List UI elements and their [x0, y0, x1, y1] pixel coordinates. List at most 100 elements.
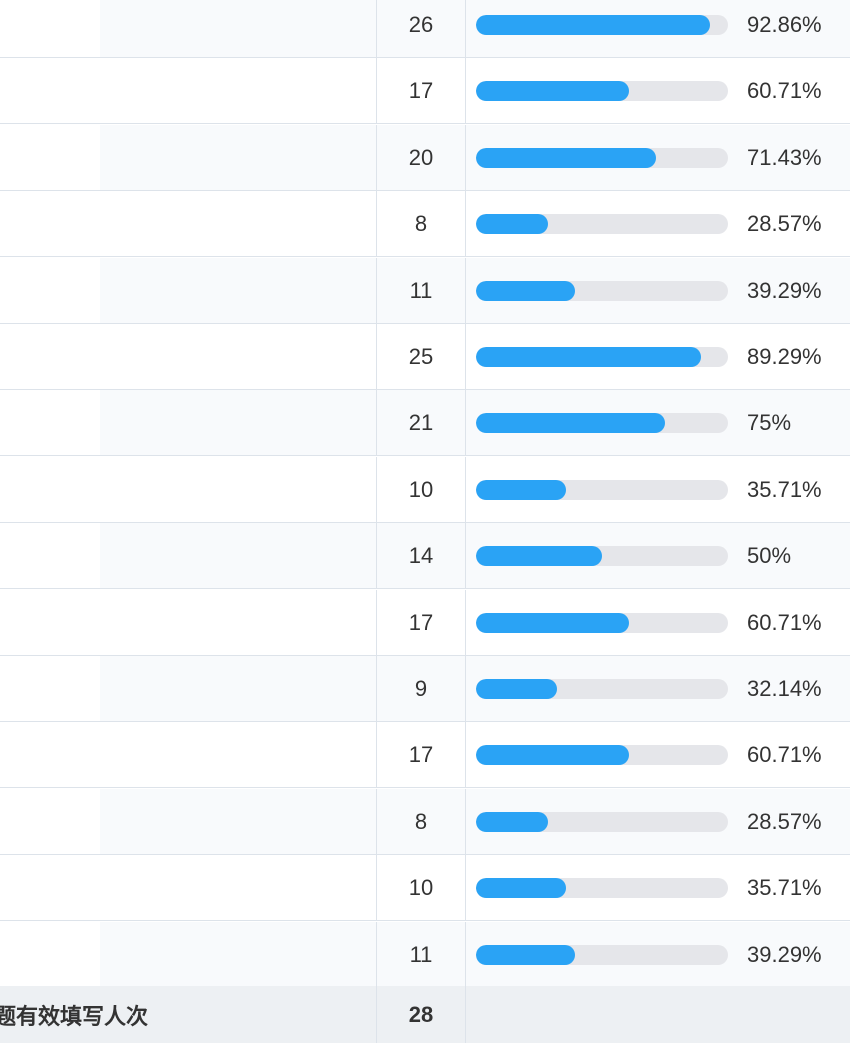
percent-label: 35.71%	[747, 476, 822, 502]
progress-bar	[476, 811, 728, 832]
count-cell: 9	[377, 656, 466, 721]
ratio-cell: 39.29%	[466, 922, 850, 987]
progress-bar-fill	[476, 412, 665, 433]
total-ratio-cell	[466, 986, 850, 1043]
option-cell	[0, 656, 377, 721]
count-cell: 10	[377, 855, 466, 920]
option-cell	[0, 590, 377, 655]
redaction-mask	[0, 125, 100, 190]
table-row: 11 39.29%	[0, 922, 850, 988]
redaction-mask	[0, 590, 100, 655]
progress-bar-fill	[476, 346, 701, 367]
percent-label: 60.71%	[747, 741, 822, 767]
progress-bar	[476, 612, 728, 633]
count-cell: 20	[377, 125, 466, 190]
redaction-mask	[0, 58, 100, 123]
progress-bar-fill	[476, 213, 548, 234]
progress-bar-fill	[476, 14, 710, 35]
progress-bar	[476, 744, 728, 765]
redaction-mask	[0, 922, 100, 987]
option-cell	[0, 457, 377, 522]
ratio-cell: 60.71%	[466, 58, 850, 123]
ratio-cell: 60.71%	[466, 722, 850, 787]
redaction-mask	[0, 855, 100, 920]
table-row: 25 89.29%	[0, 324, 850, 390]
percent-label: 39.29%	[747, 941, 822, 967]
count-cell: 17	[377, 58, 466, 123]
total-label: 题有效填写人次	[0, 1003, 149, 1029]
redaction-mask	[0, 0, 100, 57]
redaction-mask	[0, 523, 100, 588]
option-cell	[0, 922, 377, 987]
ratio-cell: 92.86%	[466, 0, 850, 57]
table-row: 26 92.86%	[0, 0, 850, 58]
count-cell: 10	[377, 457, 466, 522]
ratio-cell: 60.71%	[466, 590, 850, 655]
option-cell	[0, 324, 377, 389]
table-row: 17 60.71%	[0, 58, 850, 124]
table-row: 8 28.57%	[0, 191, 850, 257]
redaction-mask	[0, 258, 100, 323]
option-cell	[0, 390, 377, 455]
total-row: 题有效填写人次 28	[0, 986, 850, 1043]
redaction-mask	[0, 324, 100, 389]
progress-bar-fill	[476, 744, 629, 765]
total-label-cell: 题有效填写人次	[0, 986, 377, 1043]
count-cell: 17	[377, 722, 466, 787]
progress-bar-fill	[476, 147, 656, 168]
table-row: 20 71.43%	[0, 125, 850, 191]
table-row: 9 32.14%	[0, 656, 850, 722]
count-cell: 8	[377, 789, 466, 854]
redaction-mask	[0, 722, 100, 787]
ratio-cell: 39.29%	[466, 258, 850, 323]
progress-bar	[476, 14, 728, 35]
option-cell	[0, 722, 377, 787]
progress-bar	[476, 678, 728, 699]
ratio-cell: 89.29%	[466, 324, 850, 389]
progress-bar	[476, 877, 728, 898]
option-cell	[0, 855, 377, 920]
count-cell: 11	[377, 258, 466, 323]
percent-label: 28.57%	[747, 808, 822, 834]
percent-label: 28.57%	[747, 210, 822, 236]
progress-bar-fill	[476, 678, 557, 699]
progress-bar	[476, 479, 728, 500]
percent-label: 32.14%	[747, 675, 822, 701]
redaction-mask	[0, 191, 100, 256]
option-cell	[0, 58, 377, 123]
percent-label: 35.71%	[747, 874, 822, 900]
progress-bar	[476, 412, 728, 433]
progress-bar	[476, 80, 728, 101]
redaction-mask	[0, 457, 100, 522]
count-cell: 8	[377, 191, 466, 256]
table-row: 11 39.29%	[0, 258, 850, 324]
table-row: 17 60.71%	[0, 590, 850, 656]
count-cell: 21	[377, 390, 466, 455]
ratio-cell: 71.43%	[466, 125, 850, 190]
percent-label: 60.71%	[747, 77, 822, 103]
table-row: 14 50%	[0, 523, 850, 589]
ratio-cell: 28.57%	[466, 789, 850, 854]
total-count: 28	[377, 986, 466, 1043]
progress-bar	[476, 545, 728, 566]
count-cell: 17	[377, 590, 466, 655]
percent-label: 71.43%	[747, 144, 822, 170]
progress-bar-fill	[476, 80, 629, 101]
percent-label: 60.71%	[747, 609, 822, 635]
redaction-mask	[0, 789, 100, 854]
percent-label: 50%	[747, 542, 792, 568]
progress-bar	[476, 147, 728, 168]
table-row: 17 60.71%	[0, 722, 850, 788]
table-row: 10 35.71%	[0, 855, 850, 921]
percent-label: 39.29%	[747, 277, 822, 303]
option-cell	[0, 523, 377, 588]
redaction-mask	[0, 656, 100, 721]
option-cell	[0, 125, 377, 190]
progress-bar	[476, 280, 728, 301]
count-cell: 26	[377, 0, 466, 57]
progress-bar-fill	[476, 811, 548, 832]
percent-label: 92.86%	[747, 11, 822, 37]
progress-bar-fill	[476, 545, 602, 566]
progress-bar-fill	[476, 612, 629, 633]
